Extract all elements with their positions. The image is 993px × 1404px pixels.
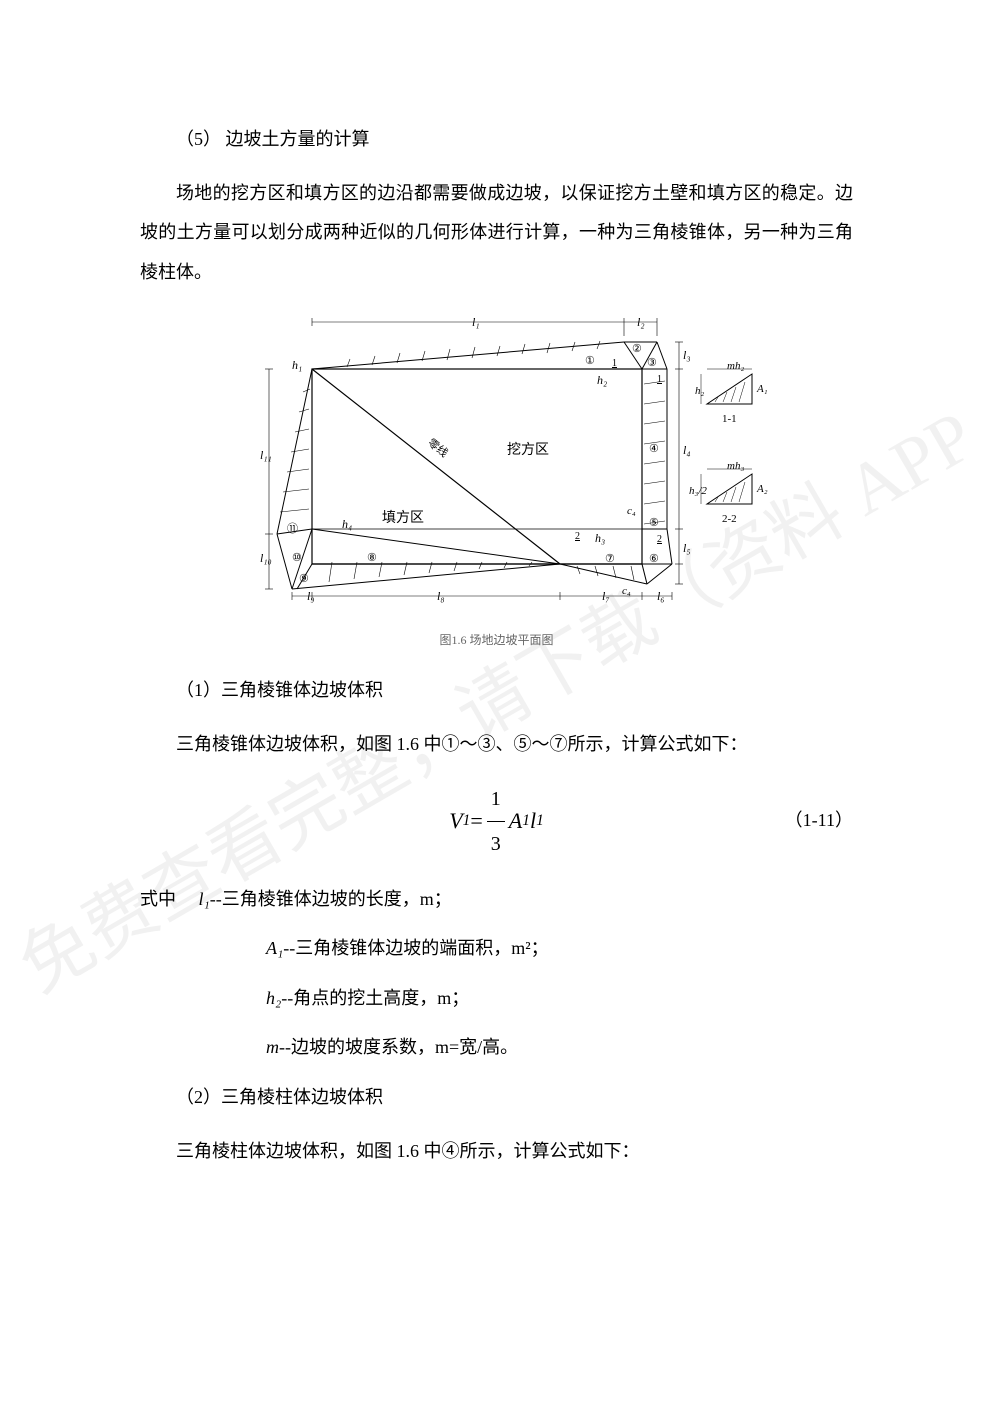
circle-4: ④ [649, 443, 659, 455]
section-mark-2b: 2 [657, 534, 662, 545]
figure-svg: ① ② ③ ④ ⑤ ⑥ ⑦ ⑧ ⑨ ⑩ ⑪ 1 1 2 2 l₁ l₂ h₁ h… [217, 304, 777, 604]
figure-caption: 图1.6 场地边坡平面图 [140, 627, 853, 653]
label-h4: h₄ [342, 517, 352, 531]
def-item-3: m--边坡的坡度系数，m=宽/高。 [266, 1028, 853, 1068]
label-A2: A₂ [756, 483, 768, 495]
label-c4b: c₄ [622, 585, 631, 597]
label-A1: A₁ [756, 383, 768, 395]
definition-list: 式中 l₁--三角棱锥体边坡的长度，m； A₁--三角棱锥体边坡的端面积，m²；… [140, 880, 853, 1068]
circle-11: ⑪ [287, 522, 298, 535]
eq-frac-num: 1 [487, 777, 505, 822]
label-h2: h₂ [597, 373, 607, 387]
circle-7: ⑦ [605, 553, 615, 565]
label-mh2: mh₂ [727, 360, 744, 372]
label-mh3: mh₃ [727, 460, 744, 472]
label-sec22: 2-2 [722, 513, 737, 525]
circle-8: ⑧ [367, 552, 377, 564]
section-mark-1b: 1 [657, 374, 662, 385]
circle-10: ⑩ [292, 552, 302, 564]
label-zero-line: 零线 [425, 436, 451, 461]
section-5-heading: （5） 边坡土方量的计算 [140, 120, 853, 160]
page-content: （5） 边坡土方量的计算 场地的挖方区和填方区的边沿都需要做成边坡，以保证挖方土… [140, 120, 853, 1171]
eq-number: （1-11） [544, 801, 853, 841]
label-cut-region: 挖方区 [507, 442, 549, 458]
label-c4a: c₄ [627, 505, 636, 517]
equation-1-11: V1 = 1 3 A1l1 （1-11） [140, 777, 853, 866]
sub2-heading: （2）三角棱柱体边坡体积 [140, 1078, 853, 1118]
label-l11: l₁₁ [260, 448, 272, 462]
label-fill-region: 填方区 [382, 510, 424, 526]
label-h2-sec: h₂ [695, 385, 705, 397]
section-mark-2a: 2 [575, 531, 580, 542]
section-mark-1a: 1 [612, 358, 617, 369]
label-l3r: l₃ [683, 348, 691, 362]
eq-frac-den: 3 [487, 822, 505, 866]
figure-container: ① ② ③ ④ ⑤ ⑥ ⑦ ⑧ ⑨ ⑩ ⑪ 1 1 2 2 l₁ l₂ h₁ h… [140, 304, 853, 619]
sub2-paragraph: 三角棱柱体边坡体积，如图 1.6 中④所示，计算公式如下： [140, 1132, 853, 1172]
svg-text:h₃/2: h₃/2 [689, 485, 707, 497]
circle-9: ⑨ [299, 573, 309, 585]
sub1-heading: （1）三角棱锥体边坡体积 [140, 671, 853, 711]
def-item-0: 式中 l₁--三角棱锥体边坡的长度，m； [140, 880, 853, 920]
label-sec11: 1-1 [722, 413, 737, 425]
def-item-2: h₂--角点的挖土高度，m； [266, 979, 853, 1019]
label-h3: h₃ [595, 531, 605, 545]
section-5-paragraph: 场地的挖方区和填方区的边沿都需要做成边坡，以保证挖方土壁和填方区的稳定。边坡的土… [140, 174, 853, 293]
eq-lhs: V [449, 797, 462, 845]
def-item-1: A₁--三角棱锥体边坡的端面积，m²； [266, 929, 853, 969]
circle-3: ③ [647, 357, 657, 369]
label-l10: l₁₀ [260, 551, 272, 565]
circle-1: ① [585, 355, 595, 367]
sub1-paragraph: 三角棱锥体边坡体积，如图 1.6 中①～③、⑤～⑦所示，计算公式如下： [140, 725, 853, 765]
circle-6: ⑥ [649, 553, 659, 565]
label-l5: l₅ [683, 541, 691, 555]
label-h1: h₁ [292, 358, 302, 372]
circle-2: ② [632, 343, 642, 355]
label-l4: l₄ [683, 443, 691, 457]
circle-5: ⑤ [649, 517, 659, 529]
